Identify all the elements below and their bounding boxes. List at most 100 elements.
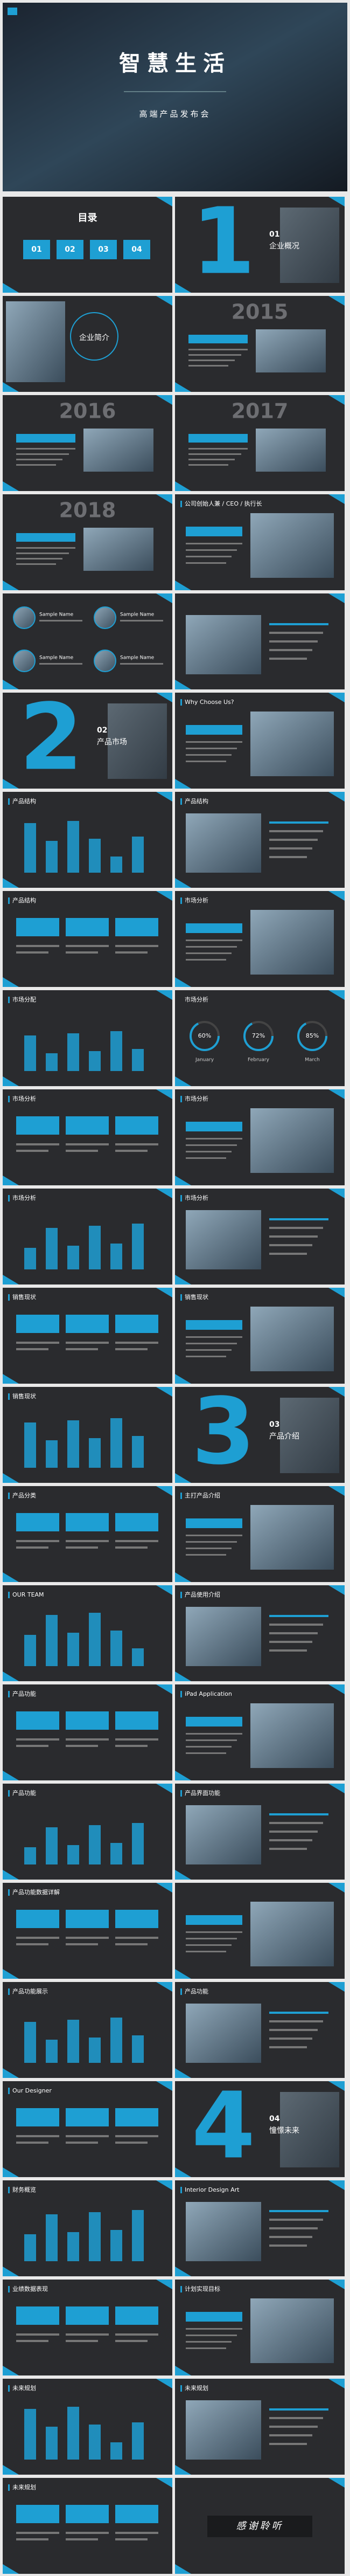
info-block bbox=[66, 2505, 109, 2523]
text-line bbox=[269, 2038, 312, 2040]
photo bbox=[250, 1505, 334, 1570]
text-line bbox=[16, 453, 69, 455]
decor-bar bbox=[132, 2035, 144, 2063]
corner-accent bbox=[328, 693, 345, 702]
text-line bbox=[269, 2417, 323, 2419]
text-line bbox=[269, 1244, 312, 1246]
info-block bbox=[16, 1513, 59, 1531]
corner-accent bbox=[3, 779, 19, 789]
text-line bbox=[16, 951, 48, 954]
text-line bbox=[115, 1342, 158, 1344]
slide-title: Why Choose Us? bbox=[185, 699, 234, 706]
text-line bbox=[186, 549, 237, 551]
title-mark bbox=[180, 897, 182, 904]
decor-bar bbox=[67, 1633, 79, 1666]
corner-accent bbox=[3, 1374, 19, 1384]
corner-accent bbox=[156, 2280, 172, 2289]
corner-accent bbox=[156, 1585, 172, 1595]
decor-bar bbox=[132, 2422, 144, 2460]
section-image bbox=[280, 1398, 339, 1473]
text-line bbox=[269, 658, 307, 660]
text-line bbox=[186, 1733, 242, 1735]
avatar bbox=[94, 606, 116, 629]
cover-title: 智慧生活 bbox=[119, 51, 231, 76]
text-line bbox=[186, 1548, 232, 1549]
decor-bar bbox=[110, 1031, 122, 1071]
decor-bar bbox=[24, 823, 36, 873]
decor-bar bbox=[132, 1436, 144, 1468]
corner-accent bbox=[328, 990, 345, 1000]
member-name: Sample Name bbox=[39, 612, 74, 618]
text-line bbox=[66, 1943, 98, 1945]
info-block bbox=[115, 2306, 158, 2325]
text-line bbox=[66, 1546, 98, 1549]
info-block bbox=[66, 1513, 109, 1531]
cover-slide bbox=[3, 3, 347, 191]
text-line bbox=[186, 1144, 237, 1146]
title-mark bbox=[8, 1493, 10, 1499]
text-line bbox=[188, 349, 248, 350]
text-line bbox=[186, 1931, 242, 1933]
corner-accent bbox=[328, 1784, 345, 1793]
title-mark bbox=[180, 1988, 182, 1995]
corner-accent bbox=[175, 581, 191, 590]
avatar bbox=[13, 606, 36, 629]
info-block bbox=[66, 1711, 109, 1730]
title-mark bbox=[180, 1195, 182, 1201]
slide bbox=[3, 2478, 172, 2574]
decor-bar bbox=[24, 2234, 36, 2261]
year: 2015 bbox=[232, 300, 289, 324]
text-line bbox=[269, 1641, 312, 1643]
slide-title: 计划实现目标 bbox=[185, 2285, 220, 2292]
title-mark bbox=[180, 2286, 182, 2292]
decor-bar bbox=[110, 2442, 122, 2460]
text-box bbox=[186, 1915, 242, 1925]
decor-bar bbox=[89, 2212, 101, 2261]
slide-title: 市场分析 bbox=[12, 1194, 36, 1201]
text-line bbox=[115, 1348, 148, 1350]
year: 2018 bbox=[59, 499, 116, 522]
text-line bbox=[16, 464, 56, 466]
decor-bar bbox=[89, 2425, 101, 2460]
text-line bbox=[66, 2333, 109, 2336]
corner-accent bbox=[156, 395, 172, 405]
decor-bar bbox=[67, 1845, 79, 1864]
corner-accent bbox=[3, 1176, 19, 1185]
corner-accent bbox=[175, 382, 191, 392]
info-block bbox=[115, 1116, 158, 1135]
text-line bbox=[186, 946, 237, 948]
text-line bbox=[16, 1540, 59, 1542]
corner-accent bbox=[3, 283, 19, 293]
corner-accent bbox=[328, 2478, 345, 2488]
slide-title: 市场分析 bbox=[185, 896, 208, 904]
slide-title: 业绩数据表现 bbox=[12, 2285, 48, 2292]
text-line bbox=[16, 558, 62, 560]
title-mark bbox=[8, 1592, 10, 1598]
title-mark bbox=[8, 1294, 10, 1301]
corner-accent bbox=[328, 1387, 345, 1397]
corner-accent bbox=[328, 1982, 345, 1992]
text-line bbox=[269, 2426, 318, 2428]
corner-accent bbox=[175, 481, 191, 491]
title-mark bbox=[180, 1691, 182, 1697]
slide-title: 产品分类 bbox=[12, 1491, 36, 1499]
text-line bbox=[269, 1227, 323, 1229]
title-mark bbox=[8, 1393, 10, 1400]
title-mark bbox=[8, 897, 10, 904]
text-line bbox=[269, 2020, 323, 2022]
corner-accent bbox=[156, 693, 172, 702]
text-line bbox=[115, 2532, 158, 2534]
text-line bbox=[16, 1943, 48, 1945]
title-mark bbox=[8, 2484, 10, 2491]
text-line bbox=[16, 553, 69, 554]
text-line bbox=[66, 2532, 109, 2534]
photo bbox=[186, 2004, 261, 2063]
corner-accent bbox=[328, 891, 345, 901]
corner-accent bbox=[175, 1572, 191, 1582]
toc-number: 04 bbox=[131, 245, 142, 254]
slide-title: 主打产品介绍 bbox=[185, 1491, 220, 1499]
corner-accent bbox=[3, 1473, 19, 1483]
corner-accent bbox=[328, 792, 345, 802]
text-line bbox=[188, 448, 248, 450]
corner-accent bbox=[175, 878, 191, 888]
